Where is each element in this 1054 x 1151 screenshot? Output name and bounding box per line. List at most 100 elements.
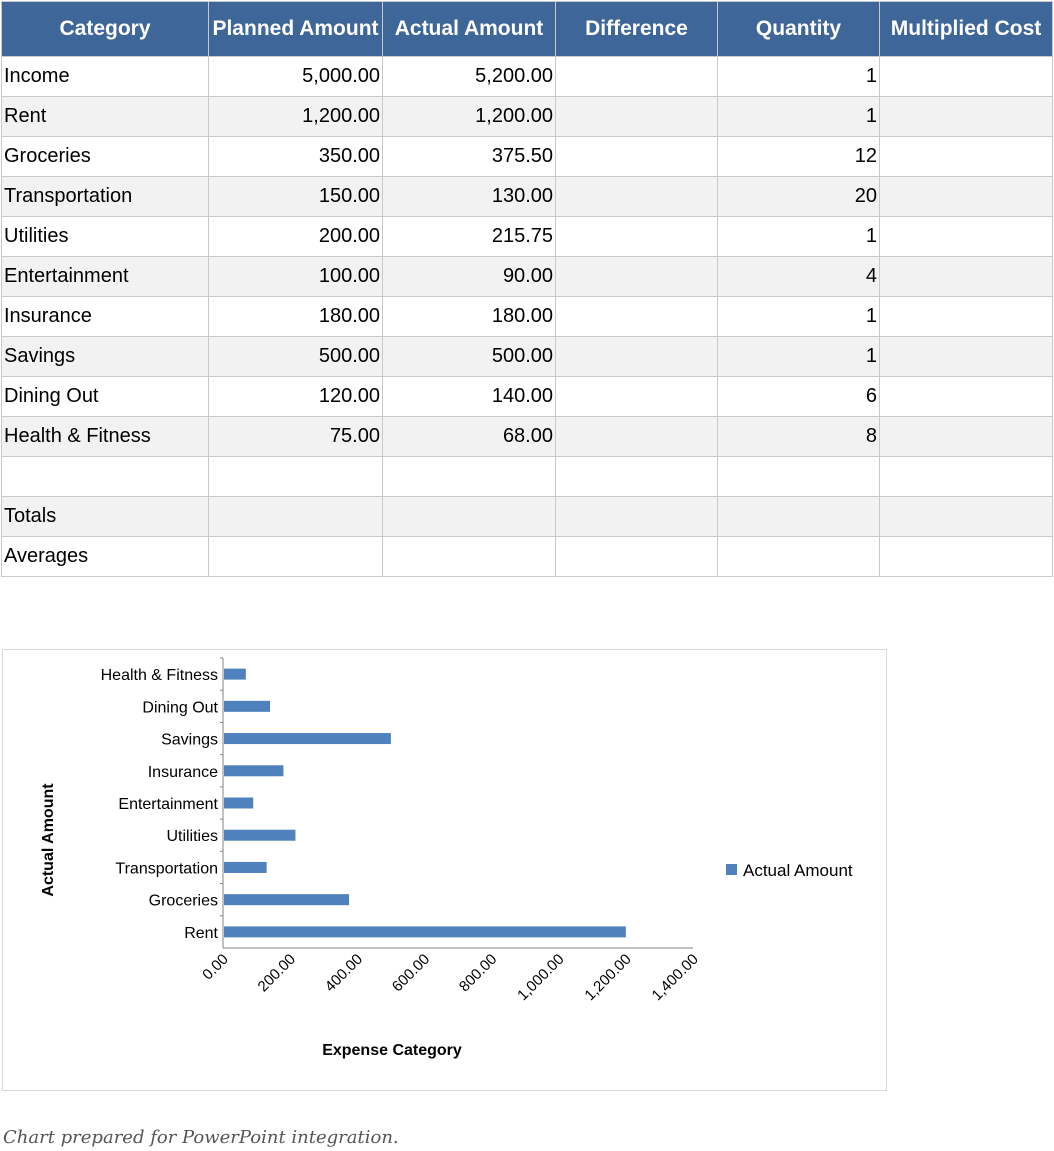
cell-planned-amount[interactable]: 180.00 [208, 296, 383, 337]
cell-actual-amount[interactable]: 215.75 [382, 216, 556, 257]
cell-difference[interactable] [555, 96, 718, 137]
cell-multiplied-cost[interactable] [879, 416, 1053, 457]
cell-actual-amount[interactable]: 1,200.00 [382, 96, 556, 137]
chart-bar[interactable] [224, 926, 626, 938]
chart-bar[interactable] [224, 829, 296, 841]
cell-difference[interactable] [555, 496, 718, 537]
cell-quantity[interactable]: 1 [717, 336, 880, 377]
cell-multiplied-cost[interactable] [879, 256, 1053, 297]
cell-category[interactable]: Savings [1, 336, 209, 377]
cell-multiplied-cost[interactable] [879, 496, 1053, 537]
header-planned-amount[interactable]: Planned Amount [208, 1, 383, 57]
x-axis-tick-label: 400.00 [322, 951, 366, 995]
cell-category[interactable]: Totals [1, 496, 209, 537]
chart-bars [220, 657, 626, 938]
chart-bar[interactable] [224, 765, 284, 777]
cell-difference[interactable] [555, 336, 718, 377]
cell-difference[interactable] [555, 56, 718, 97]
cell-actual-amount[interactable]: 5,200.00 [382, 56, 556, 97]
cell-difference[interactable] [555, 416, 718, 457]
cell-planned-amount[interactable]: 200.00 [208, 216, 383, 257]
cell-multiplied-cost[interactable] [879, 336, 1053, 377]
cell-category[interactable]: Health & Fitness [1, 416, 209, 457]
cell-planned-amount[interactable] [208, 456, 383, 497]
cell-planned-amount[interactable] [208, 496, 383, 537]
cell-quantity[interactable]: 6 [717, 376, 880, 417]
cell-category[interactable]: Utilities [1, 216, 209, 257]
chart-bar[interactable] [224, 733, 391, 745]
cell-actual-amount[interactable]: 68.00 [382, 416, 556, 457]
cell-difference[interactable] [555, 376, 718, 417]
cell-actual-amount[interactable]: 375.50 [382, 136, 556, 177]
cell-quantity[interactable]: 20 [717, 176, 880, 217]
cell-difference[interactable] [555, 216, 718, 257]
cell-quantity[interactable]: 1 [717, 56, 880, 97]
cell-planned-amount[interactable]: 75.00 [208, 416, 383, 457]
cell-planned-amount[interactable]: 500.00 [208, 336, 383, 377]
cell-difference[interactable] [555, 536, 718, 577]
chart-bar[interactable] [224, 700, 270, 712]
cell-multiplied-cost[interactable] [879, 216, 1053, 257]
cell-actual-amount[interactable]: 180.00 [382, 296, 556, 337]
cell-actual-amount[interactable] [382, 456, 556, 497]
cell-multiplied-cost[interactable] [879, 56, 1053, 97]
cell-category[interactable]: Averages [1, 536, 209, 577]
cell-quantity[interactable]: 8 [717, 416, 880, 457]
cell-quantity[interactable] [717, 496, 880, 537]
cell-planned-amount[interactable]: 350.00 [208, 136, 383, 177]
cell-actual-amount[interactable] [382, 496, 556, 537]
header-quantity[interactable]: Quantity [717, 1, 880, 57]
cell-category[interactable]: Transportation [1, 176, 209, 217]
cell-actual-amount[interactable]: 500.00 [382, 336, 556, 377]
cell-category[interactable]: Groceries [1, 136, 209, 177]
cell-category[interactable]: Entertainment [1, 256, 209, 297]
cell-planned-amount[interactable]: 5,000.00 [208, 56, 383, 97]
cell-planned-amount[interactable]: 100.00 [208, 256, 383, 297]
cell-difference[interactable] [555, 136, 718, 177]
cell-actual-amount[interactable]: 90.00 [382, 256, 556, 297]
x-axis-tick-label: 1,200.00 [581, 951, 634, 1004]
cell-quantity[interactable]: 1 [717, 216, 880, 257]
cell-planned-amount[interactable]: 1,200.00 [208, 96, 383, 137]
cell-category[interactable]: Dining Out [1, 376, 209, 417]
cell-planned-amount[interactable] [208, 536, 383, 577]
header-multiplied-cost[interactable]: Multiplied Cost [879, 1, 1053, 57]
chart-category-label: Utilities [166, 828, 218, 845]
cell-actual-amount[interactable]: 140.00 [382, 376, 556, 417]
cell-multiplied-cost[interactable] [879, 536, 1053, 577]
cell-multiplied-cost[interactable] [879, 136, 1053, 177]
cell-category[interactable]: Insurance [1, 296, 209, 337]
cell-actual-amount[interactable]: 130.00 [382, 176, 556, 217]
header-difference[interactable]: Difference [555, 1, 718, 57]
actual-amount-chart[interactable]: Rent Groceries Transportation Utilities Ente… [2, 649, 887, 1091]
cell-multiplied-cost[interactable] [879, 96, 1053, 137]
chart-bar[interactable] [224, 861, 267, 873]
chart-bar[interactable] [224, 797, 254, 809]
cell-category[interactable]: Rent [1, 96, 209, 137]
chart-bar[interactable] [224, 894, 350, 906]
cell-quantity[interactable]: 4 [717, 256, 880, 297]
cell-quantity[interactable]: 1 [717, 296, 880, 337]
cell-difference[interactable] [555, 456, 718, 497]
cell-difference[interactable] [555, 256, 718, 297]
chart-bar[interactable] [224, 668, 246, 680]
cell-planned-amount[interactable]: 150.00 [208, 176, 383, 217]
cell-difference[interactable] [555, 296, 718, 337]
budget-table: Category Planned Amount Actual Amount Di… [1, 1, 1053, 577]
cell-category[interactable]: Income [1, 56, 209, 97]
cell-actual-amount[interactable] [382, 536, 556, 577]
cell-quantity[interactable]: 1 [717, 96, 880, 137]
header-actual-amount[interactable]: Actual Amount [382, 1, 556, 57]
cell-planned-amount[interactable]: 120.00 [208, 376, 383, 417]
cell-quantity[interactable]: 12 [717, 136, 880, 177]
cell-multiplied-cost[interactable] [879, 176, 1053, 217]
cell-quantity[interactable] [717, 456, 880, 497]
cell-difference[interactable] [555, 176, 718, 217]
table-row: Insurance 180.00 180.00 1 [1, 296, 1053, 337]
cell-quantity[interactable] [717, 536, 880, 577]
cell-category[interactable] [1, 456, 209, 497]
cell-multiplied-cost[interactable] [879, 376, 1053, 417]
cell-multiplied-cost[interactable] [879, 296, 1053, 337]
cell-multiplied-cost[interactable] [879, 456, 1053, 497]
header-category[interactable]: Category [1, 1, 209, 57]
